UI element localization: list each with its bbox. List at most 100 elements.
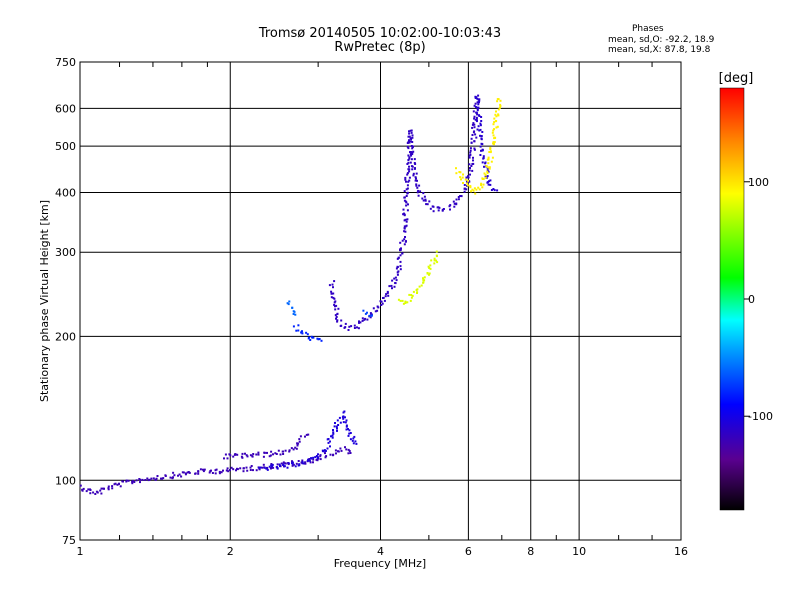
echo-point	[401, 299, 404, 302]
echo-point	[486, 170, 489, 173]
echo-point	[182, 471, 185, 474]
echo-point	[177, 474, 179, 477]
echo-point	[469, 185, 472, 187]
echo-point	[472, 189, 475, 192]
echo-point	[330, 290, 333, 293]
echo-point	[320, 339, 323, 342]
echo-point	[399, 249, 401, 252]
echo-point	[361, 317, 364, 320]
echo-point	[452, 200, 455, 203]
echo-point	[328, 284, 331, 287]
echo-point	[399, 241, 402, 244]
echo-point	[337, 424, 340, 426]
echo-point	[349, 452, 352, 454]
echo-point	[127, 479, 130, 482]
echo-point	[317, 453, 319, 456]
echo-point	[411, 146, 414, 148]
echo-point	[406, 145, 409, 148]
echo-point	[487, 162, 490, 165]
echo-point	[404, 225, 407, 228]
echo-point	[241, 452, 244, 455]
echo-point	[282, 450, 285, 453]
echo-point	[376, 309, 379, 312]
echo-point	[339, 447, 342, 450]
echo-point	[161, 477, 163, 480]
echo-point	[481, 143, 484, 146]
echo-point	[474, 133, 477, 136]
echo-point	[348, 325, 351, 328]
echo-point	[100, 492, 103, 495]
echo-point	[334, 314, 337, 317]
echo-point	[473, 147, 476, 150]
echo-point	[469, 173, 471, 176]
echo-point	[252, 469, 254, 472]
echo-point	[336, 319, 339, 322]
echo-point	[263, 451, 266, 454]
echo-point	[410, 154, 413, 157]
echo-point	[463, 190, 466, 193]
echo-point	[311, 336, 314, 339]
echo-point	[276, 463, 279, 466]
echo-point	[403, 196, 406, 199]
echo-point	[226, 467, 229, 470]
echo-point	[407, 161, 410, 164]
y-tick-label: 75	[62, 534, 76, 547]
echo-point	[323, 449, 326, 452]
echo-point	[377, 306, 380, 309]
echo-point	[135, 479, 138, 482]
echo-point	[397, 298, 400, 301]
echo-point	[333, 297, 336, 300]
echo-point	[150, 477, 153, 480]
echo-point	[475, 118, 478, 121]
echo-point	[419, 190, 422, 193]
echo-point	[117, 483, 120, 485]
echo-point	[283, 465, 286, 468]
echo-point	[202, 468, 204, 471]
echo-point	[422, 281, 425, 284]
echo-point	[480, 116, 483, 118]
echo-point	[356, 326, 358, 329]
echo-point	[499, 105, 502, 107]
echo-point	[279, 465, 281, 467]
echo-point	[408, 168, 411, 171]
echo-point	[472, 122, 475, 125]
echo-point	[347, 448, 350, 451]
echo-point	[214, 469, 217, 472]
echo-point	[406, 184, 409, 187]
echo-point	[241, 456, 244, 459]
echo-point	[300, 331, 303, 334]
echo-point	[399, 299, 402, 302]
echo-point	[329, 453, 332, 456]
echo-point	[107, 487, 110, 490]
echo-point	[354, 440, 357, 443]
echo-point	[345, 425, 348, 428]
echo-point	[209, 470, 212, 473]
echo-point	[312, 458, 315, 461]
echo-point	[299, 435, 302, 438]
echo-point	[399, 260, 402, 263]
echo-point	[463, 187, 466, 190]
echo-point	[492, 141, 495, 144]
x-tick-label: 1	[77, 545, 84, 558]
echo-point	[490, 160, 493, 163]
echo-point	[272, 466, 275, 469]
echo-point	[427, 265, 430, 268]
echo-point	[467, 176, 470, 179]
echo-point	[457, 198, 460, 201]
echo-point	[351, 439, 354, 442]
echo-point	[429, 207, 432, 210]
echo-point	[368, 314, 371, 317]
x-tick-label: 6	[465, 545, 472, 558]
echo-point	[307, 433, 310, 436]
echo-point	[295, 329, 298, 332]
echo-point	[345, 419, 348, 422]
echo-point	[422, 192, 425, 195]
echo-point	[408, 170, 411, 173]
echo-point	[119, 485, 122, 488]
echo-point	[208, 471, 211, 474]
echo-point	[197, 470, 200, 473]
echo-point	[304, 461, 307, 464]
echo-point	[411, 147, 414, 150]
echo-point	[479, 145, 482, 148]
echo-point	[469, 149, 472, 152]
